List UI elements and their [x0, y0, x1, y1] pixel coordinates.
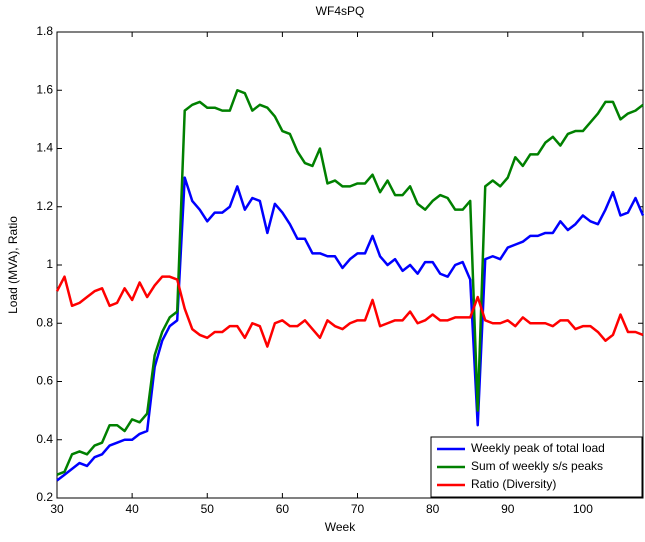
x-tick-label: 90	[501, 502, 515, 516]
y-tick-label: 0.4	[36, 432, 53, 446]
y-tick-label: 0.2	[36, 490, 53, 504]
x-tick-label: 100	[573, 502, 593, 516]
data-line	[56, 89, 644, 476]
y-axis-label: Load (MVA), Ratio	[6, 216, 20, 314]
data-line	[55, 275, 644, 348]
x-tick-label: 60	[276, 502, 290, 516]
y-tick-label: 0.8	[36, 315, 53, 329]
legend-label: Weekly peak of total load	[471, 441, 605, 455]
plot-area	[56, 31, 644, 499]
legend-box	[430, 436, 643, 498]
x-axis-label: Week	[325, 520, 356, 534]
legend: Weekly peak of total load Sum of weekly s…	[430, 436, 643, 498]
x-tick-label: 80	[426, 502, 440, 516]
y-tick-label: 1.2	[36, 199, 53, 213]
legend-label: Ratio (Diversity)	[471, 477, 556, 491]
y-tick-label: 1.6	[36, 82, 53, 96]
x-tick-label: 50	[201, 502, 215, 516]
legend-label: Sum of weekly s/s peaks	[471, 459, 603, 473]
y-tick-label: 1	[46, 257, 53, 271]
x-tick-label: 40	[125, 502, 139, 516]
chart-title: WF4sPQ	[316, 4, 365, 18]
y-tick-label: 1.4	[36, 141, 53, 155]
x-tick-label: 30	[50, 502, 64, 516]
y-tick-label: 0.6	[36, 374, 53, 388]
x-tick-label: 70	[351, 502, 365, 516]
y-tick-label: 1.8	[36, 24, 53, 38]
data-line	[56, 176, 645, 482]
